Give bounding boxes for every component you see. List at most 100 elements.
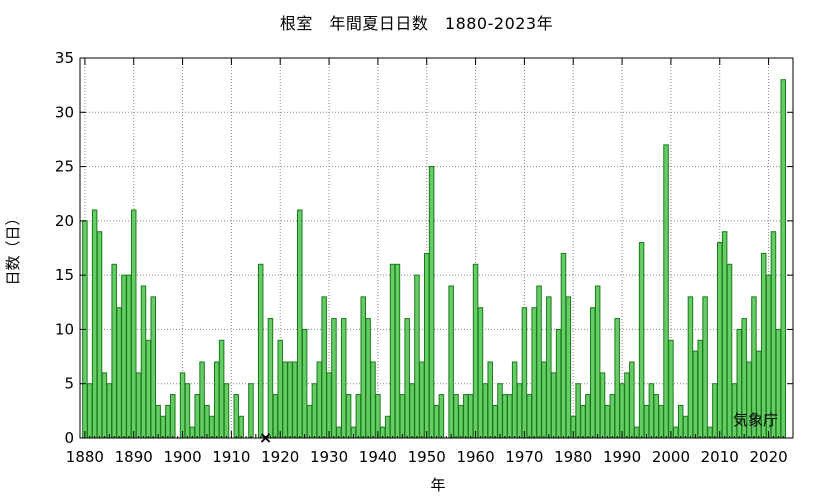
bar-1986 xyxy=(599,372,606,439)
x-tick-label: 1910 xyxy=(212,448,250,466)
axes xyxy=(79,57,794,439)
bars xyxy=(82,79,786,439)
bar-1939 xyxy=(370,361,376,439)
bar-1959 xyxy=(467,394,474,439)
bar-1988 xyxy=(609,394,616,439)
bar-1928 xyxy=(316,361,323,439)
bar-1907 xyxy=(213,361,220,439)
bar-1945 xyxy=(399,394,406,439)
y-tick-label: 15 xyxy=(55,266,74,284)
bar-2012 xyxy=(726,263,733,439)
bar-2010 xyxy=(717,242,723,439)
bar-1922 xyxy=(287,361,293,439)
y-tick-label: 25 xyxy=(55,158,74,176)
bar-1968 xyxy=(511,361,518,439)
bar-1979 xyxy=(565,296,572,439)
bar-1908 xyxy=(218,339,225,439)
bar-1996 xyxy=(648,383,655,439)
y-tick-label: 10 xyxy=(55,320,74,338)
bar-1972 xyxy=(531,307,537,439)
bar-1934 xyxy=(345,394,352,439)
bar-1911 xyxy=(233,394,240,439)
x-tick-label: 1990 xyxy=(603,448,641,466)
bar-1896 xyxy=(160,415,166,439)
bar-1901 xyxy=(184,383,191,439)
bar-1892 xyxy=(140,285,147,439)
bar-1936 xyxy=(355,394,362,439)
bar-1994 xyxy=(638,242,645,439)
y-tick-label: 30 xyxy=(55,103,74,121)
bar-1984 xyxy=(590,307,596,439)
bar-1893 xyxy=(145,339,152,439)
credit-label: 気象庁 xyxy=(733,411,779,429)
bar-1926 xyxy=(306,404,313,439)
bar-1955 xyxy=(448,285,454,439)
bar-1949 xyxy=(419,361,425,439)
bar-1937 xyxy=(360,296,366,439)
bar-1938 xyxy=(365,318,371,439)
bar-1975 xyxy=(546,296,552,439)
bar-1967 xyxy=(507,394,513,439)
bar-1953 xyxy=(438,394,445,439)
bar-1990 xyxy=(619,383,625,439)
bar-1931 xyxy=(331,318,337,439)
bar-1982 xyxy=(580,404,586,439)
bar-1909 xyxy=(223,383,230,439)
bar-1963 xyxy=(487,361,493,439)
bar-2005 xyxy=(692,350,699,439)
bar-1887 xyxy=(116,307,122,439)
y-axis-label: 日数（日） xyxy=(4,210,22,285)
bar-2000 xyxy=(668,339,674,439)
y-tick-label: 0 xyxy=(64,429,74,447)
bar-1985 xyxy=(594,285,601,439)
bar-1951 xyxy=(428,166,435,439)
bar-1920 xyxy=(277,339,283,439)
bar-1969 xyxy=(516,383,523,439)
bar-1956 xyxy=(453,394,459,439)
bar-2002 xyxy=(677,404,684,439)
bar-1999 xyxy=(663,144,669,439)
bar-1948 xyxy=(414,274,420,439)
bar-1903 xyxy=(194,394,200,439)
tick-labels: 0 5 10 15 20 25 30 35 1880 1890 1900 1910 1920 1930 19… xyxy=(55,49,788,466)
bar-1881 xyxy=(87,383,93,439)
bar-1929 xyxy=(321,296,327,439)
bar-2023 xyxy=(780,79,786,439)
x-tick-label: 1940 xyxy=(359,448,397,466)
bar-1989 xyxy=(614,318,620,439)
bar-1888 xyxy=(121,274,127,439)
bar-1960 xyxy=(472,263,479,439)
x-tick-label: 1980 xyxy=(554,448,592,466)
x-tick-label: 1900 xyxy=(163,448,201,466)
bar-1884 xyxy=(101,372,108,439)
bar-1957 xyxy=(458,404,464,439)
x-tick-label: 1930 xyxy=(310,448,348,466)
bar-1904 xyxy=(199,361,205,439)
bar-1924 xyxy=(297,209,303,439)
bar-1944 xyxy=(394,263,401,439)
bar-1919 xyxy=(272,394,279,439)
bar-1905 xyxy=(204,404,210,439)
bar-1977 xyxy=(555,328,562,439)
bar-1925 xyxy=(301,328,308,439)
bar-1883 xyxy=(96,231,103,439)
bar-1943 xyxy=(389,263,396,439)
chart-title: 根室 年間夏日日数 1880-2023年 xyxy=(279,14,554,33)
bar-1992 xyxy=(629,361,635,439)
bar-1974 xyxy=(541,361,547,439)
bar-2011 xyxy=(721,231,728,439)
x-tick-label: 2020 xyxy=(749,448,787,466)
bar-1998 xyxy=(658,404,664,439)
x-tick-label: 1920 xyxy=(261,448,299,466)
x-tick-label: 1960 xyxy=(456,448,494,466)
bar-1916 xyxy=(257,263,264,439)
bar-2004 xyxy=(687,296,694,439)
bar-1906 xyxy=(209,415,215,439)
bar-1898 xyxy=(170,394,176,439)
bar-2007 xyxy=(702,296,708,439)
bar-1885 xyxy=(106,383,113,439)
bar-1965 xyxy=(497,383,503,439)
bar-1891 xyxy=(135,372,142,439)
bar-2021 xyxy=(770,231,777,439)
